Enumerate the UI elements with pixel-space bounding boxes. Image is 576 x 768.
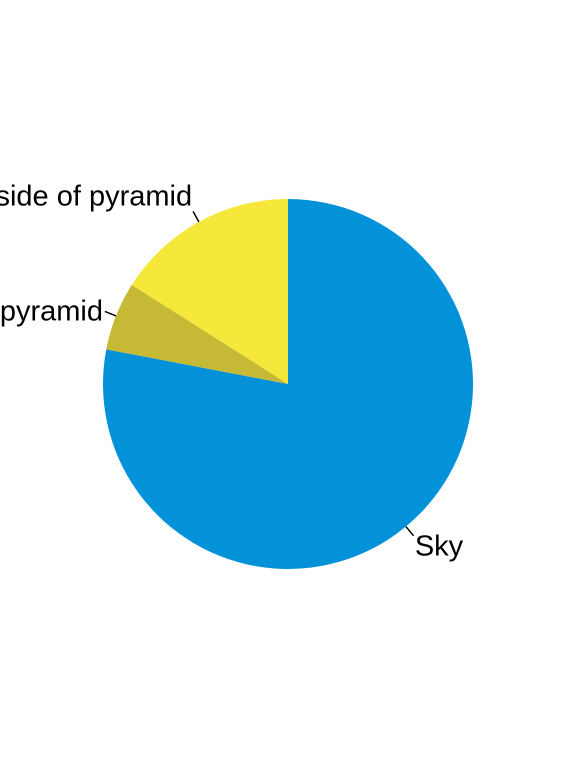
leader-line-3	[192, 211, 200, 223]
slice-label-2: Shady side of a pyramid	[0, 296, 103, 328]
slice-labels: Sky Shady side of a pyramid Sunny side of …	[0, 181, 464, 563]
pie-slice-2	[106, 284, 288, 384]
pie-slices	[102, 199, 473, 569]
slice-label-3: Sunny side of pyramid	[0, 181, 192, 213]
pie-slice-1	[102, 199, 473, 569]
leader-lines	[104, 211, 415, 537]
pie-slice-3	[131, 199, 288, 384]
slice-label-1: Sky	[415, 530, 464, 562]
leader-line-1	[405, 526, 415, 537]
leader-line-2	[104, 310, 117, 317]
